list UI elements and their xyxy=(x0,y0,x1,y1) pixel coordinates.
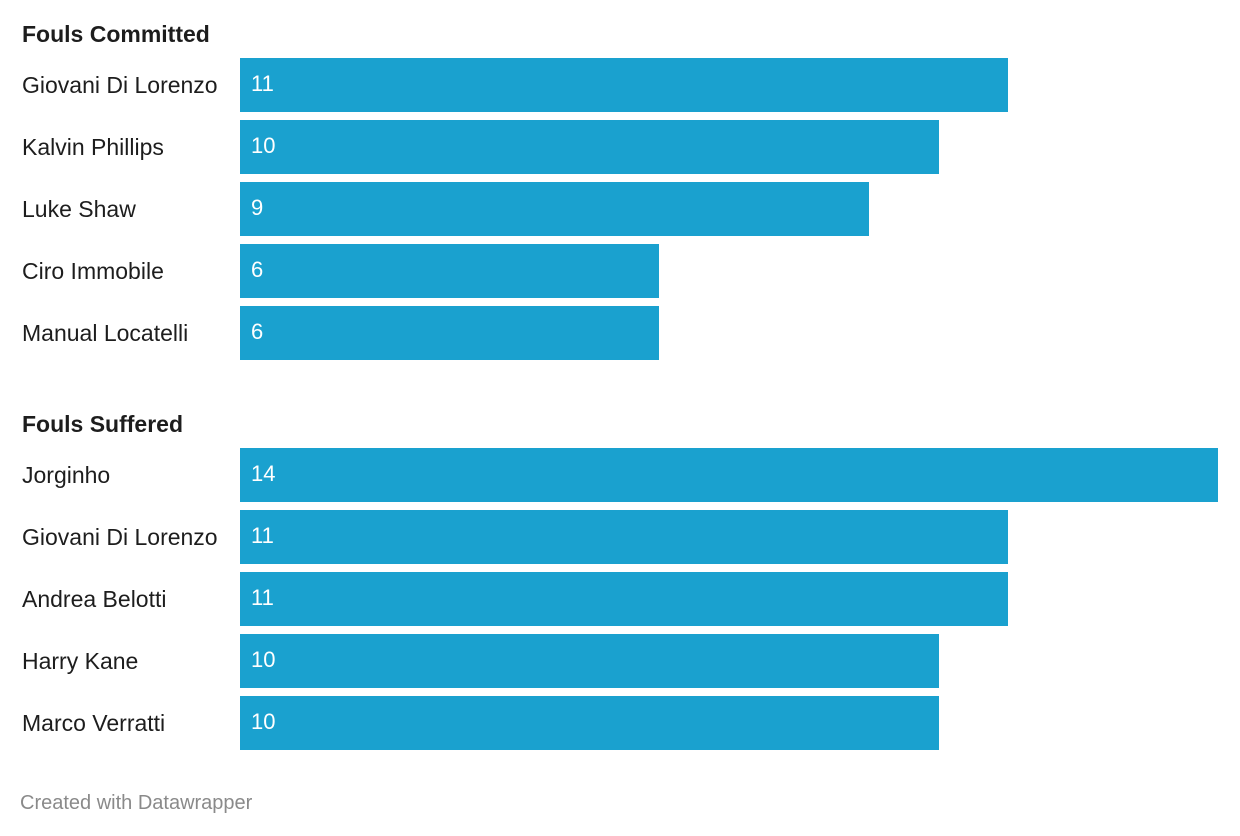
bar-row: Harry Kane 10 xyxy=(0,634,1240,688)
bar-row: Jorginho 14 xyxy=(0,448,1240,502)
footer-credit: Created with Datawrapper xyxy=(20,792,253,814)
bar-row: Luke Shaw 9 xyxy=(0,182,1240,236)
category-label: Giovani Di Lorenzo xyxy=(22,524,218,550)
bar xyxy=(240,448,1218,502)
bar xyxy=(240,182,869,236)
bar xyxy=(240,58,1008,112)
bar-value-label: 6 xyxy=(251,257,264,282)
bar-value-label: 10 xyxy=(251,133,276,158)
bar-value-label: 11 xyxy=(251,71,274,96)
bar xyxy=(240,634,939,688)
bar xyxy=(240,244,659,298)
bar xyxy=(240,510,1008,564)
bar-value-label: 10 xyxy=(251,709,276,734)
category-label: Giovani Di Lorenzo xyxy=(22,72,218,98)
bar-row: Ciro Immobile 6 xyxy=(0,244,1240,298)
bar-row: Marco Verratti 10 xyxy=(0,696,1240,750)
bar xyxy=(240,696,939,750)
bar-row: Giovani Di Lorenzo 11 xyxy=(0,510,1240,564)
chart-title: Fouls Committed xyxy=(22,21,210,47)
bar xyxy=(240,306,659,360)
bar xyxy=(240,572,1008,626)
bar-value-label: 9 xyxy=(251,195,264,220)
bar xyxy=(240,120,939,174)
bar-row: Kalvin Phillips 10 xyxy=(0,120,1240,174)
category-label: Ciro Immobile xyxy=(22,258,164,284)
category-label: Manual Locatelli xyxy=(22,320,189,346)
bar-row: Giovani Di Lorenzo 11 xyxy=(0,58,1240,112)
bar-value-label: 11 xyxy=(251,585,274,610)
bar-value-label: 11 xyxy=(251,523,274,548)
category-label: Luke Shaw xyxy=(22,196,136,222)
category-label: Harry Kane xyxy=(22,648,139,674)
category-label: Kalvin Phillips xyxy=(22,134,164,160)
category-label: Jorginho xyxy=(22,462,111,488)
chart-title: Fouls Suffered xyxy=(22,411,184,437)
bar-value-label: 6 xyxy=(251,319,264,344)
category-label: Andrea Belotti xyxy=(22,586,167,612)
bar-row: Andrea Belotti 11 xyxy=(0,572,1240,626)
category-label: Marco Verratti xyxy=(22,710,166,736)
bar-value-label: 10 xyxy=(251,647,276,672)
bar-value-label: 14 xyxy=(251,461,276,486)
bar-row: Manual Locatelli 6 xyxy=(0,306,1240,360)
